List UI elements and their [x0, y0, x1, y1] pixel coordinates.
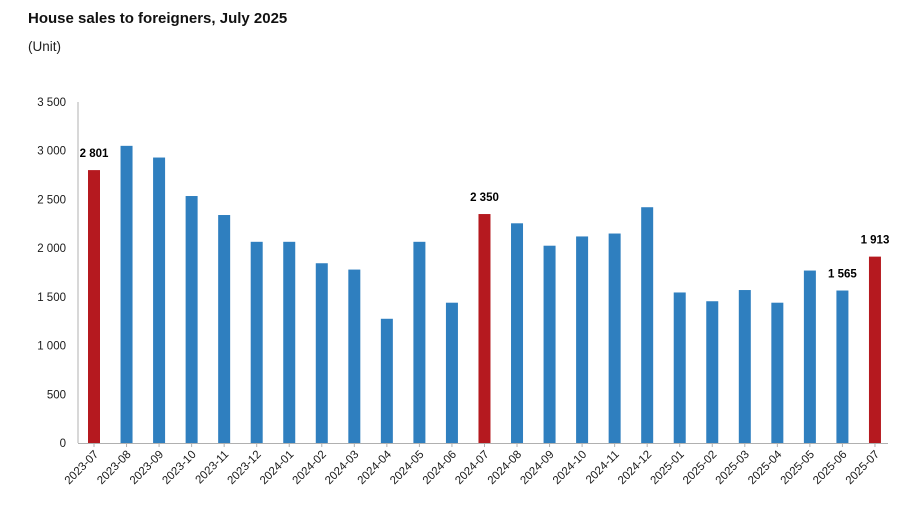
- bar-2023-07: [88, 170, 100, 443]
- x-tick-label: 2025-05: [779, 449, 817, 487]
- data-label-2023-07: 2 801: [80, 148, 109, 160]
- x-tick-label: 2024-08: [486, 449, 524, 487]
- x-tick-label: 2025-04: [746, 448, 785, 487]
- y-tick-label: 1 000: [37, 341, 66, 353]
- x-tick-label: 2025-02: [681, 449, 719, 487]
- x-tick-label: 2023-09: [128, 449, 166, 487]
- x-tick-label: 2024-09: [518, 449, 556, 487]
- x-tick-label: 2024-10: [551, 449, 589, 487]
- chart-title: House sales to foreigners, July 2025: [28, 10, 288, 27]
- bar-2024-11: [608, 233, 621, 443]
- bar-2025-01: [673, 292, 686, 443]
- bar-2025-07: [868, 256, 881, 443]
- x-tick-label: 2024-02: [291, 449, 329, 487]
- y-axis: 0 500 1 000 1 500 2 000 2 500 3 000 3 500: [37, 97, 79, 450]
- bar-2023-11: [218, 215, 231, 443]
- x-tick-label: 2024-04: [356, 448, 395, 487]
- x-axis: 2023-072023-082023-092023-102023-112023-…: [63, 443, 888, 487]
- x-tick-label: 2025-03: [714, 449, 752, 487]
- data-label-2025-06: 1 565: [828, 269, 857, 281]
- y-tick-label: 3 500: [37, 97, 66, 109]
- bar-2024-03: [348, 269, 361, 443]
- bar-2024-05: [413, 241, 426, 443]
- x-tick-label: 2024-07: [453, 449, 491, 487]
- x-tick-label: 2025-06: [811, 449, 849, 487]
- bars: [88, 145, 881, 444]
- bar-2024-07: [478, 214, 491, 443]
- chart-unit-subtitle: (Unit): [28, 39, 61, 54]
- bar-2025-03: [738, 290, 751, 443]
- bar-2024-08: [511, 223, 524, 443]
- bar-2023-12: [250, 241, 263, 443]
- y-tick-label: 500: [47, 389, 66, 401]
- x-tick-label: 2023-12: [225, 449, 263, 487]
- x-tick-label: 2023-11: [194, 449, 232, 487]
- x-tick-label: 2024-11: [584, 449, 622, 487]
- bar-2024-09: [543, 245, 556, 443]
- bar-2024-10: [576, 236, 589, 443]
- bar-2025-06: [836, 290, 849, 443]
- y-tick-label: 2 500: [37, 194, 66, 206]
- x-tick-label: 2024-01: [258, 449, 296, 487]
- bar-2024-01: [283, 241, 296, 443]
- data-labels: 2 801 2 350 1 565 1 913: [80, 148, 890, 280]
- y-tick-label: 0: [60, 438, 66, 450]
- bar-2024-06: [445, 302, 458, 443]
- x-tick-label: 2024-06: [421, 449, 459, 487]
- bar-2024-02: [315, 263, 328, 443]
- x-tick-label: 2023-08: [95, 449, 133, 487]
- x-tick-label: 2025-01: [649, 449, 687, 487]
- bar-2023-09: [153, 157, 166, 443]
- bar-2023-08: [120, 145, 133, 444]
- x-tick-label: 2024-12: [616, 449, 654, 487]
- bar-2025-02: [706, 301, 719, 443]
- x-tick-label: 2023-10: [160, 449, 198, 487]
- y-tick-label: 3 000: [37, 146, 66, 158]
- x-tick-label: 2025-07: [844, 449, 882, 487]
- x-tick-label: 2024-03: [323, 449, 361, 487]
- x-tick-label: 2024-05: [388, 449, 426, 487]
- bar-2024-04: [380, 318, 393, 443]
- data-label-2025-07: 1 913: [861, 235, 890, 247]
- y-tick-label: 1 500: [37, 292, 66, 304]
- data-label-2024-07: 2 350: [470, 192, 499, 204]
- bar-2024-12: [641, 207, 654, 443]
- y-tick-label: 2 000: [37, 243, 66, 255]
- bar-2025-05: [803, 270, 816, 443]
- x-tick-label: 2023-07: [63, 449, 101, 487]
- bar-2025-04: [771, 302, 784, 443]
- bar-2023-10: [185, 196, 198, 443]
